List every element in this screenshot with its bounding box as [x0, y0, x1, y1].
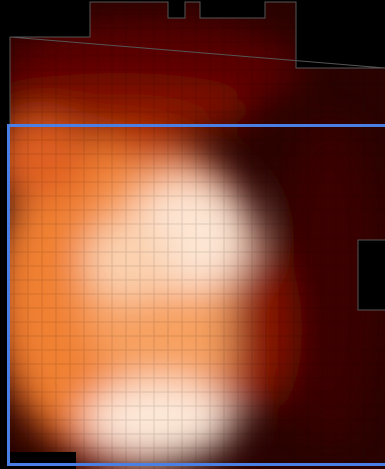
heatmap-image [0, 0, 385, 469]
heatmap-view [0, 0, 385, 469]
page [0, 0, 385, 469]
